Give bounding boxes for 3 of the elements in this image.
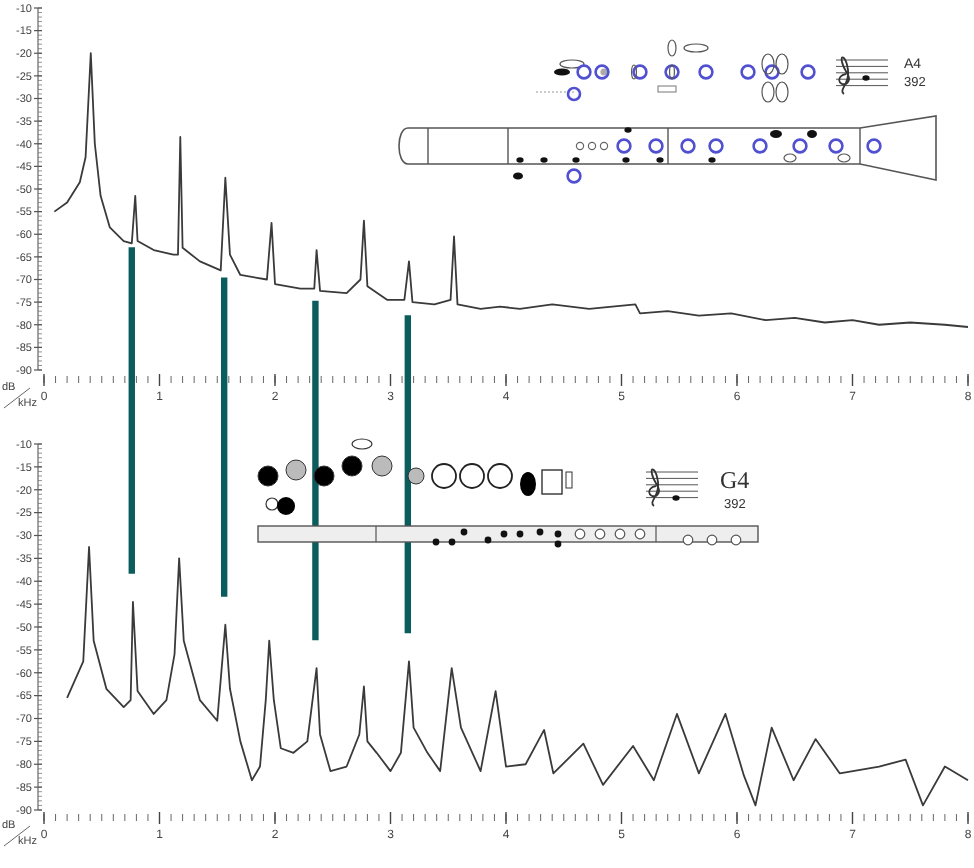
line-series — [53, 52, 969, 328]
annotation: G4 — [720, 466, 750, 494]
line-series — [66, 546, 969, 807]
